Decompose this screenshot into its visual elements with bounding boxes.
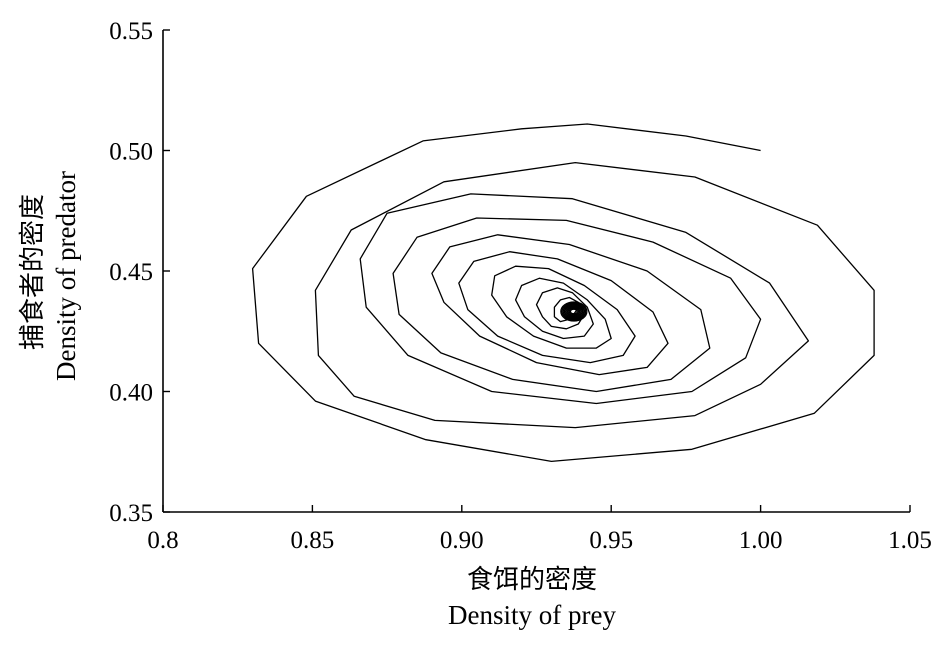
convergence-loop	[563, 304, 584, 319]
x-tick-label: 1.00	[739, 527, 783, 554]
y-tick-label: 0.50	[109, 139, 153, 166]
x-tick-label: 0.95	[589, 527, 633, 554]
x-tick-label: 0.8	[147, 527, 178, 554]
y-tick-label: 0.35	[109, 500, 153, 527]
y-axis-title-cn: 捕食者的密度	[18, 194, 48, 350]
y-tick-label: 0.40	[109, 380, 153, 407]
y-tick-label: 0.55	[109, 18, 153, 45]
x-axis-title-cn: 食饵的密度	[467, 565, 597, 595]
convergence-loop	[568, 307, 580, 316]
x-tick-label: 0.85	[291, 527, 335, 554]
convergence-loop	[569, 308, 578, 315]
convergence-loop	[560, 301, 588, 322]
y-tick-label: 0.45	[109, 259, 153, 286]
convergence-loop	[564, 304, 583, 319]
plot-axes	[162, 30, 910, 513]
convergence-loop	[567, 306, 581, 317]
y-axis-title-en: Density of predator	[51, 171, 81, 381]
x-tick-label: 1.05	[888, 527, 932, 554]
convergence-loop	[561, 302, 587, 321]
x-axis-title-en: Density of prey	[448, 600, 616, 630]
series-group	[251, 123, 875, 463]
x-axis-ticks: 0.8 0.85 0.90 0.95 1.00 1.05	[147, 505, 932, 554]
x-tick-label: 0.90	[440, 527, 484, 554]
convergence-loop	[566, 305, 582, 318]
convergence-loop	[562, 303, 586, 320]
trajectory-line	[251, 123, 875, 463]
y-axis-ticks: 0.35 0.40 0.45 0.50 0.55	[109, 18, 170, 527]
